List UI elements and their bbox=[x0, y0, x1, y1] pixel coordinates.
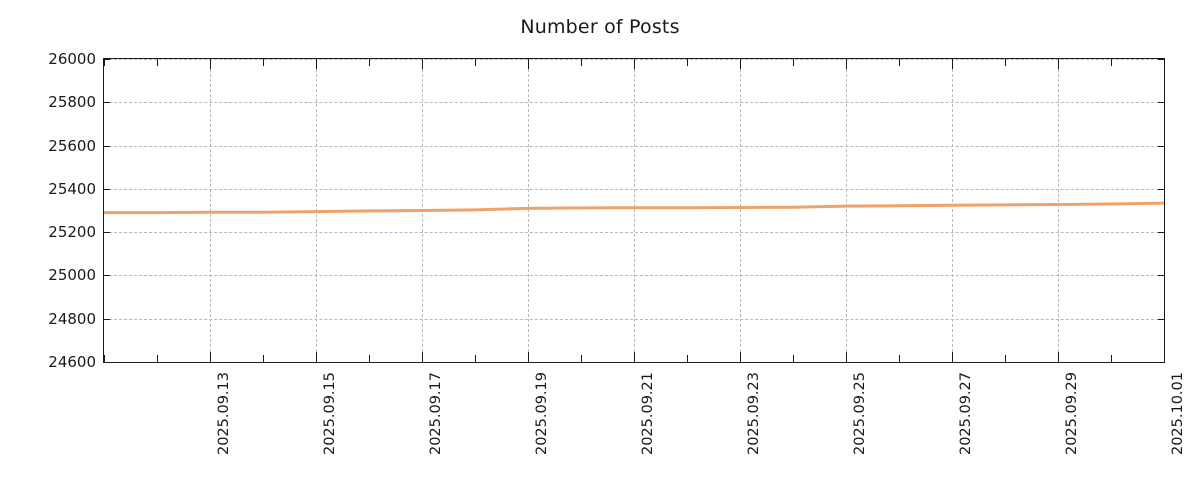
x-axis-tick-label: 2025.09.29 bbox=[1064, 372, 1080, 456]
x-axis-tick bbox=[581, 355, 582, 362]
y-axis-tick bbox=[1158, 318, 1164, 320]
y-axis-tick bbox=[1158, 59, 1164, 60]
x-axis-tick bbox=[104, 355, 105, 362]
x-axis-tick bbox=[316, 59, 317, 69]
x-axis-tick bbox=[422, 59, 423, 69]
x-axis-tick bbox=[1005, 59, 1006, 66]
x-axis-tick bbox=[952, 59, 953, 69]
x-axis-tick-label: 2025.09.27 bbox=[958, 372, 974, 456]
gridline-vertical bbox=[210, 59, 211, 362]
x-axis-tick-label: 2025.09.13 bbox=[216, 372, 232, 456]
x-axis-tick bbox=[1164, 59, 1165, 69]
gridline-vertical bbox=[740, 59, 741, 362]
page-title: Number of Posts bbox=[520, 16, 680, 38]
x-axis-tick-label: 2025.09.15 bbox=[322, 372, 338, 456]
y-axis-tick bbox=[104, 232, 110, 234]
x-axis-tick bbox=[157, 59, 158, 66]
y-axis-tick bbox=[104, 145, 110, 147]
x-axis-tick bbox=[740, 352, 741, 362]
y-axis-tick bbox=[1158, 188, 1164, 190]
x-axis-tick bbox=[475, 59, 476, 66]
x-axis-tick bbox=[210, 352, 211, 362]
y-axis-tick-label: 25800 bbox=[48, 93, 96, 112]
y-axis-tick bbox=[1158, 145, 1164, 147]
x-axis-tick-label: 2025.09.19 bbox=[534, 372, 550, 456]
x-axis-tick bbox=[634, 59, 635, 69]
x-axis-tick bbox=[899, 59, 900, 66]
y-axis-tick bbox=[104, 188, 110, 190]
x-axis-tick-label: 2025.09.17 bbox=[428, 372, 444, 456]
gridline-vertical bbox=[634, 59, 635, 362]
gridline-vertical bbox=[1058, 59, 1059, 362]
y-axis-tick bbox=[104, 102, 110, 104]
y-axis-tick bbox=[1158, 102, 1164, 104]
y-axis-tick-label: 25400 bbox=[48, 179, 96, 198]
x-axis-tick bbox=[793, 59, 794, 66]
x-axis-tick bbox=[104, 59, 105, 66]
x-axis-tick bbox=[952, 352, 953, 362]
x-axis-tick bbox=[846, 352, 847, 362]
x-axis-tick bbox=[475, 355, 476, 362]
y-axis-tick-label: 25600 bbox=[48, 136, 96, 155]
x-axis-tick bbox=[634, 352, 635, 362]
y-axis-tick-label: 24600 bbox=[48, 353, 96, 371]
x-axis-tick bbox=[422, 352, 423, 362]
y-axis-tick bbox=[104, 318, 110, 320]
y-axis-tick bbox=[104, 59, 110, 60]
x-axis-tick-label: 2025.09.23 bbox=[746, 372, 762, 456]
x-axis-tick bbox=[528, 59, 529, 69]
x-axis-tick bbox=[1058, 59, 1059, 69]
x-axis-tick bbox=[263, 355, 264, 362]
y-axis-tick-label: 24800 bbox=[48, 309, 96, 328]
x-axis-tick bbox=[157, 355, 158, 362]
y-axis-tick-label: 25200 bbox=[48, 223, 96, 242]
x-axis-tick bbox=[1058, 352, 1059, 362]
x-axis-tick bbox=[263, 59, 264, 66]
y-axis-tick bbox=[1158, 362, 1164, 363]
x-axis-tick bbox=[740, 59, 741, 69]
x-axis-tick bbox=[1111, 59, 1112, 66]
x-axis-tick bbox=[369, 59, 370, 66]
x-axis-tick bbox=[210, 59, 211, 69]
x-axis-tick bbox=[793, 355, 794, 362]
x-axis-tick bbox=[316, 352, 317, 362]
x-axis-tick-label: 2025.10.01 bbox=[1170, 372, 1186, 456]
x-axis-tick bbox=[1005, 355, 1006, 362]
y-axis-tick bbox=[1158, 275, 1164, 277]
y-axis-tick-label: 25000 bbox=[48, 266, 96, 285]
y-axis-tick bbox=[1158, 232, 1164, 234]
x-axis-tick bbox=[528, 352, 529, 362]
line-series-number-of-posts bbox=[104, 201, 1164, 215]
gridline-vertical bbox=[528, 59, 529, 362]
x-axis-tick bbox=[846, 59, 847, 69]
y-axis-tick-label: 26000 bbox=[48, 50, 96, 68]
x-axis-tick bbox=[1111, 355, 1112, 362]
x-axis-tick-label: 2025.09.21 bbox=[640, 372, 656, 456]
x-axis-tick-label: 2025.09.25 bbox=[852, 372, 868, 456]
x-axis-tick bbox=[899, 355, 900, 362]
y-axis-tick bbox=[104, 275, 110, 277]
x-axis-tick bbox=[581, 59, 582, 66]
gridline-vertical bbox=[952, 59, 953, 362]
x-axis-tick bbox=[1164, 352, 1165, 362]
plot-area bbox=[103, 58, 1165, 363]
series-layer bbox=[104, 59, 1164, 362]
x-axis-tick bbox=[687, 355, 688, 362]
gridline-vertical bbox=[846, 59, 847, 362]
y-axis-tick bbox=[104, 362, 110, 363]
x-axis-tick bbox=[369, 355, 370, 362]
x-axis-tick bbox=[687, 59, 688, 66]
